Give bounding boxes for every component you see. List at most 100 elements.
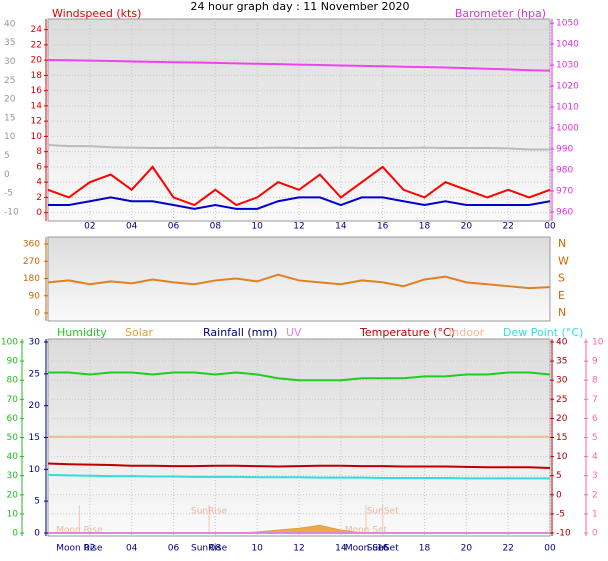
tick-label: 20 <box>29 401 41 411</box>
tick-label: 980 <box>556 165 573 175</box>
tick-label: 90 <box>29 291 41 301</box>
tick-label: 100 <box>1 338 18 348</box>
x-tick-label: 16 <box>377 544 389 554</box>
annotation: Moon Set <box>345 526 388 536</box>
tick-label: 16 <box>31 86 43 96</box>
tick-label: 1010 <box>556 102 579 112</box>
tick-label: 70 <box>7 395 19 405</box>
tick-label: 360 <box>23 240 40 250</box>
series-line <box>47 473 550 480</box>
tick-label: 180 <box>23 274 40 284</box>
tick-label: 0 <box>34 529 40 539</box>
tick-label: 30 <box>29 338 41 348</box>
x-tick-label: 00 <box>544 544 556 554</box>
legend-entry: UV <box>286 326 302 339</box>
tick-label: 10 <box>592 338 604 348</box>
x-tick-label: 02 <box>84 544 95 554</box>
tick-label: 90 <box>7 357 19 367</box>
annotation-label: Moon Rise <box>56 544 103 554</box>
tick-label: 20 <box>31 56 43 66</box>
tick-label: 5 <box>556 471 562 481</box>
tick-label: 960 <box>556 207 573 217</box>
tick-label: 8 <box>36 147 42 157</box>
tick-label: 970 <box>556 186 573 196</box>
x-tick-label: 04 <box>126 222 138 232</box>
tick-label: 24 <box>31 25 43 35</box>
tick-label: 22 <box>31 40 42 50</box>
tick-label: 9 <box>592 357 598 367</box>
tick-label: N <box>558 306 566 319</box>
tick-label: 35 <box>4 38 15 48</box>
annotation-label: SunSet <box>367 544 399 554</box>
annotation: Moon Rise <box>56 526 103 536</box>
x-tick-label: 08 <box>210 544 222 554</box>
tick-label: 5 <box>4 151 10 161</box>
tick-label: 12 <box>31 117 42 127</box>
tick-label: 20 <box>556 414 568 424</box>
tick-label: 10 <box>7 509 19 519</box>
tick-label: 0 <box>556 490 562 500</box>
annotation: SunRise <box>191 507 228 517</box>
legend-entry: Humidity <box>57 326 107 339</box>
tick-label: 6 <box>592 414 598 424</box>
tick-label: -10 <box>556 529 571 539</box>
x-tick-label: 16 <box>377 222 389 232</box>
tick-label: 18 <box>31 71 43 81</box>
tick-label: 1020 <box>556 82 579 92</box>
tick-label: 15 <box>556 433 567 443</box>
series-line <box>47 58 551 72</box>
tick-label: 40 <box>4 19 16 29</box>
x-tick-label: 18 <box>419 222 431 232</box>
tick-label: 20 <box>7 490 19 500</box>
tick-label: 0 <box>34 309 40 319</box>
x-tick-label: 14 <box>335 544 347 554</box>
x-tick-label: 14 <box>335 222 347 232</box>
tick-label: 0 <box>4 170 10 180</box>
x-tick-label: 20 <box>461 544 473 554</box>
tick-label: 1000 <box>556 123 579 133</box>
tick-label: 0 <box>36 208 42 218</box>
tick-label: 15 <box>29 433 40 443</box>
annotation: SunSet <box>367 507 399 517</box>
tick-label: 0 <box>592 529 598 539</box>
tick-label: 25 <box>29 369 40 379</box>
x-tick-label: 22 <box>502 222 513 232</box>
tick-label: -5 <box>4 189 13 199</box>
tick-label: 20 <box>4 95 16 105</box>
tick-label: 5 <box>34 497 40 507</box>
tick-label: 30 <box>7 471 19 481</box>
tick-label: 80 <box>7 376 19 386</box>
plot-background <box>47 236 551 322</box>
legend-entry: Dew Point (°C) <box>503 326 583 339</box>
x-tick-label: 12 <box>293 544 304 554</box>
tick-label: 15 <box>4 113 15 123</box>
tick-label: 50 <box>7 433 19 443</box>
tick-label: 1 <box>592 509 598 519</box>
series-line <box>47 273 551 290</box>
tick-label: 40 <box>556 338 568 348</box>
tick-label: 10 <box>29 465 41 475</box>
series-line <box>47 462 551 470</box>
tick-label: 25 <box>556 395 567 405</box>
tick-label: N <box>558 237 566 250</box>
series-line <box>48 196 551 210</box>
x-tick-label: 10 <box>251 544 263 554</box>
tick-label: 5 <box>592 433 598 443</box>
annotation-label: SunRise <box>191 544 228 554</box>
axis-title: Windspeed (kts) <box>52 7 141 20</box>
tick-label: 1030 <box>556 61 579 71</box>
series-line <box>48 371 551 382</box>
tick-label: 30 <box>556 376 568 386</box>
tick-label: 40 <box>7 452 19 462</box>
tick-label: 2 <box>36 193 42 203</box>
tick-label: 14 <box>31 101 43 111</box>
tick-label: 25 <box>4 76 15 86</box>
tick-label: -5 <box>556 509 565 519</box>
tick-label: W <box>558 254 569 267</box>
tick-label: 10 <box>4 132 16 142</box>
tick-label: 8 <box>592 376 598 386</box>
tick-label: 2 <box>592 490 598 500</box>
x-tick-label: 02 <box>84 222 95 232</box>
legend-entry: Rainfall (mm) <box>203 326 277 339</box>
